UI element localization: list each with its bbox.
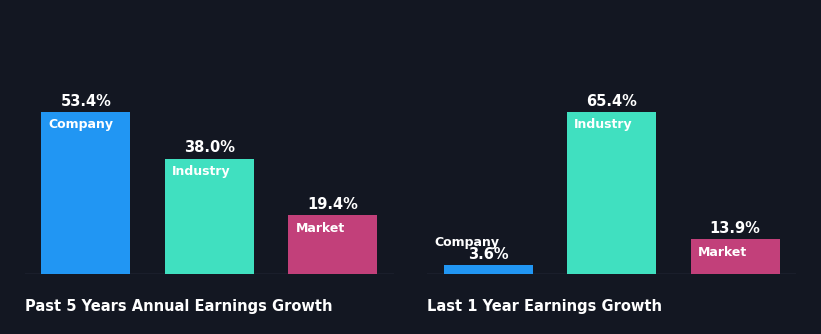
Text: Market: Market	[698, 246, 747, 259]
Bar	[288, 215, 378, 274]
Bar	[443, 265, 533, 274]
Text: Market: Market	[296, 221, 345, 234]
Text: 13.9%: 13.9%	[709, 221, 760, 236]
Text: 38.0%: 38.0%	[184, 140, 235, 155]
Bar	[165, 159, 254, 274]
Bar	[567, 112, 656, 274]
Text: Industry: Industry	[172, 165, 231, 178]
Text: Company: Company	[435, 236, 500, 249]
Bar	[690, 239, 780, 274]
Text: 3.6%: 3.6%	[468, 247, 508, 262]
Text: 53.4%: 53.4%	[61, 94, 112, 109]
Text: Last 1 Year Earnings Growth: Last 1 Year Earnings Growth	[427, 299, 662, 314]
Text: Industry: Industry	[575, 119, 633, 131]
Text: Past 5 Years Annual Earnings Growth: Past 5 Years Annual Earnings Growth	[25, 299, 333, 314]
Text: 19.4%: 19.4%	[307, 197, 358, 212]
Text: 65.4%: 65.4%	[586, 94, 637, 109]
Text: Company: Company	[48, 119, 113, 131]
Bar	[41, 112, 131, 274]
